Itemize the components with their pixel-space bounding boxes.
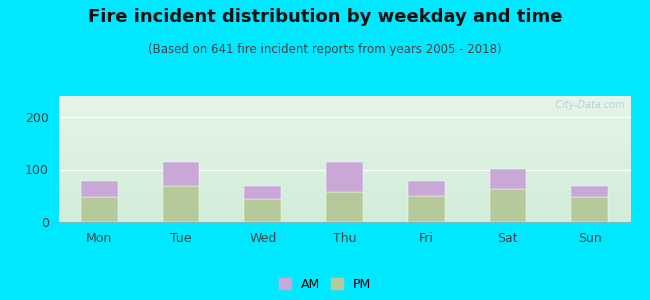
Bar: [162, 162, 200, 186]
Text: (Based on 641 fire incident reports from years 2005 - 2018): (Based on 641 fire incident reports from…: [148, 44, 502, 56]
Bar: [244, 186, 281, 200]
Bar: [81, 197, 118, 222]
Bar: [326, 191, 363, 222]
Bar: [81, 181, 118, 197]
Bar: [244, 200, 281, 222]
Bar: [326, 162, 363, 191]
Bar: [489, 189, 526, 222]
Legend: AM, PM: AM, PM: [279, 278, 371, 291]
Bar: [489, 169, 526, 189]
Bar: [162, 186, 200, 222]
Bar: [571, 197, 608, 222]
Text: City-Data.com: City-Data.com: [549, 100, 625, 110]
Bar: [408, 181, 445, 196]
Text: Fire incident distribution by weekday and time: Fire incident distribution by weekday an…: [88, 8, 562, 26]
Bar: [571, 186, 608, 197]
Bar: [408, 196, 445, 222]
